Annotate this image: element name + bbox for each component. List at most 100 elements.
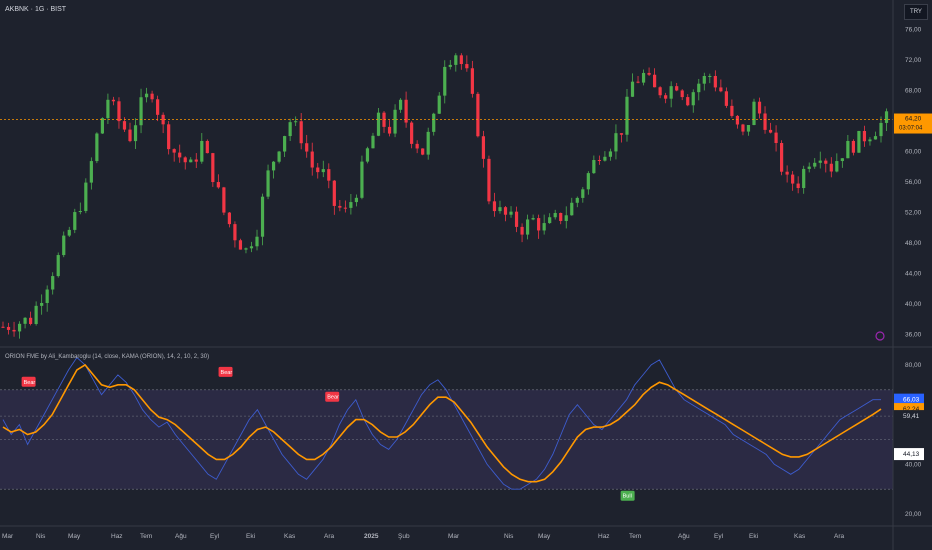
price-pane[interactable]	[0, 53, 893, 341]
osc-value-badge	[894, 393, 924, 406]
candle-body	[266, 170, 270, 197]
candle-body	[288, 122, 292, 137]
candle-body	[796, 183, 800, 189]
candle-body	[310, 151, 314, 168]
candle-body	[851, 140, 855, 153]
candle-body	[95, 133, 99, 162]
candle-body	[514, 211, 519, 227]
candle-body	[741, 124, 745, 132]
candle-body	[29, 317, 33, 324]
signal-text: Bull	[623, 494, 632, 500]
bear-signal-label	[218, 366, 233, 377]
candle-body	[12, 329, 16, 332]
time-tick-label: Ağu	[678, 533, 690, 540]
candle-body	[641, 72, 646, 83]
signal-text: Bear	[221, 370, 233, 376]
time-tick-label: Haz	[598, 533, 610, 540]
candle-body	[387, 126, 392, 134]
candle-body	[730, 105, 734, 116]
candle-body	[619, 133, 624, 135]
candle-body	[603, 156, 607, 161]
candle-body	[763, 113, 767, 130]
candle-body	[277, 151, 281, 162]
candle-body	[873, 136, 878, 140]
candle-body	[630, 81, 635, 97]
price-tick-label: 52,00	[905, 209, 922, 216]
candle-body	[835, 161, 839, 172]
price-tick-label: 44,00	[905, 270, 922, 277]
candle-body	[349, 202, 353, 208]
candle-body	[421, 148, 425, 155]
candle-body	[702, 75, 706, 84]
signal-line	[2, 363, 882, 483]
candle-body	[398, 99, 403, 110]
osc-value-label: 59,41	[903, 413, 920, 420]
candle-body	[575, 197, 579, 203]
candle-body	[194, 159, 198, 162]
candle-body	[133, 125, 138, 142]
candle-body	[255, 236, 259, 247]
candle-body	[564, 215, 568, 221]
symbol-title: AKBNK · 1G · BIST	[5, 6, 67, 13]
candle-body	[117, 101, 121, 122]
candle-body	[62, 235, 66, 256]
oscillator-pane[interactable]: BearBearBearBullBull	[0, 356, 932, 509]
candle-body	[746, 125, 751, 132]
candle-body	[525, 219, 530, 235]
candle-body	[437, 95, 441, 114]
osc-value-label: 44,13	[903, 451, 920, 458]
candle-body	[509, 211, 513, 215]
candle-body	[432, 113, 436, 132]
candle-body	[824, 160, 828, 164]
price-tick-label: 36,00	[905, 331, 922, 338]
osc-tick-label: 40,00	[905, 461, 922, 468]
candle-body	[144, 93, 149, 98]
time-tick-label: Mar	[448, 533, 460, 540]
current-price-badge	[894, 113, 932, 134]
candle-body	[697, 83, 701, 93]
candle-body	[476, 93, 480, 137]
candle-body	[713, 75, 717, 88]
candle-body	[305, 143, 309, 152]
time-tick-label: Tem	[140, 533, 152, 540]
candle-body	[200, 140, 204, 162]
time-tick-label: Kas	[794, 533, 806, 540]
candle-body	[327, 169, 331, 181]
candle-body	[56, 255, 60, 277]
candle-body	[338, 205, 342, 208]
candle-body	[410, 122, 414, 144]
osc-value-badge	[894, 448, 924, 461]
osc-tick-label: 80,00	[905, 362, 922, 369]
osc-tick-label: 20,00	[905, 511, 922, 518]
candle-body	[122, 121, 127, 130]
currency-badge[interactable]: TRY	[904, 4, 928, 20]
candle-body	[647, 72, 651, 75]
candle-body	[537, 218, 541, 231]
candle-body	[608, 151, 613, 157]
candle-body	[172, 149, 176, 153]
candle-body	[6, 326, 11, 330]
candle-body	[879, 122, 883, 137]
candle-body	[680, 90, 684, 98]
candle-body	[332, 180, 336, 206]
candle-body	[404, 99, 408, 123]
time-tick-label: Eki	[749, 533, 758, 540]
candle-body	[111, 99, 116, 102]
candle-body	[813, 162, 817, 167]
candle-body	[757, 101, 762, 114]
candle-body	[465, 64, 469, 69]
candle-body	[664, 95, 668, 99]
candle-body	[448, 64, 452, 67]
candle-body	[211, 153, 215, 183]
indicator-title: ORION FME by Ali_Kambaroglu (14, close, …	[5, 354, 210, 360]
time-tick-label: Ara	[834, 533, 845, 540]
time-tick-label: May	[68, 533, 81, 540]
candle-body	[492, 201, 497, 212]
candle-body	[857, 130, 861, 153]
time-tick-label: Kas	[284, 533, 296, 540]
candle-body	[470, 68, 474, 94]
candle-body	[183, 157, 187, 163]
candle-body	[294, 121, 298, 123]
candle-body	[376, 112, 381, 136]
